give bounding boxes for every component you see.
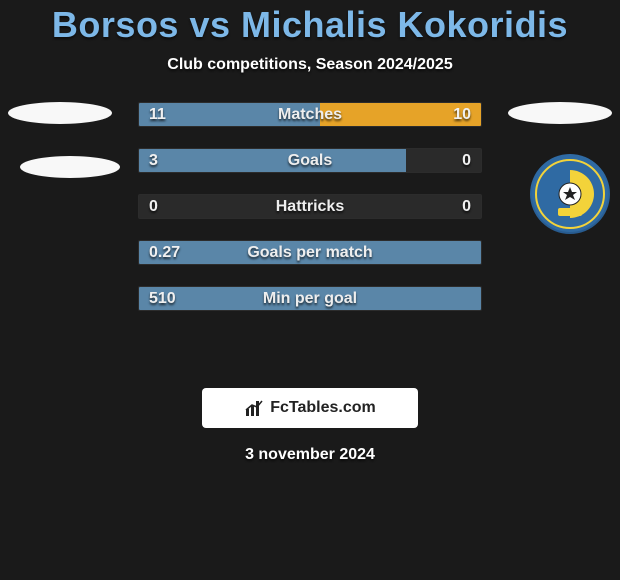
footer-date: 3 november 2024 — [0, 446, 620, 464]
stat-label: Hattricks — [139, 195, 481, 218]
stats-stage: 1110Matches30Goals00Hattricks0.27Goals p… — [0, 102, 620, 382]
stat-bar-left — [139, 103, 320, 126]
stat-value-right: 0 — [462, 149, 471, 172]
stat-row: 0.27Goals per match — [138, 240, 482, 265]
stat-row: 1110Matches — [138, 102, 482, 127]
stat-row: 510Min per goal — [138, 286, 482, 311]
subtitle: Club competitions, Season 2024/2025 — [0, 56, 620, 74]
club-badge-icon — [530, 154, 610, 234]
stat-value-left: 0 — [149, 195, 158, 218]
player-right-club-badge — [530, 154, 610, 234]
player-left-club-badge-placeholder — [20, 156, 120, 178]
stat-bar-left — [139, 241, 481, 264]
stat-value-right: 0 — [462, 195, 471, 218]
brand-badge[interactable]: FcTables.com — [202, 388, 418, 428]
stat-bar-right — [320, 103, 481, 126]
comparison-widget: Borsos vs Michalis Kokoridis Club compet… — [0, 0, 620, 464]
player-right-badge-placeholder — [508, 102, 612, 124]
stat-row: 0 0Hattricks — [138, 194, 482, 219]
player-left-badge-placeholder — [8, 102, 112, 124]
stat-bars: 1110Matches30Goals00Hattricks0.27Goals p… — [138, 102, 482, 332]
brand-text: FcTables.com — [270, 399, 376, 417]
stat-bar-left — [139, 149, 406, 172]
page-title: Borsos vs Michalis Kokoridis — [0, 4, 620, 46]
stat-bar-left — [139, 287, 481, 310]
brand-chart-icon — [244, 398, 264, 418]
stat-row: 30Goals — [138, 148, 482, 173]
